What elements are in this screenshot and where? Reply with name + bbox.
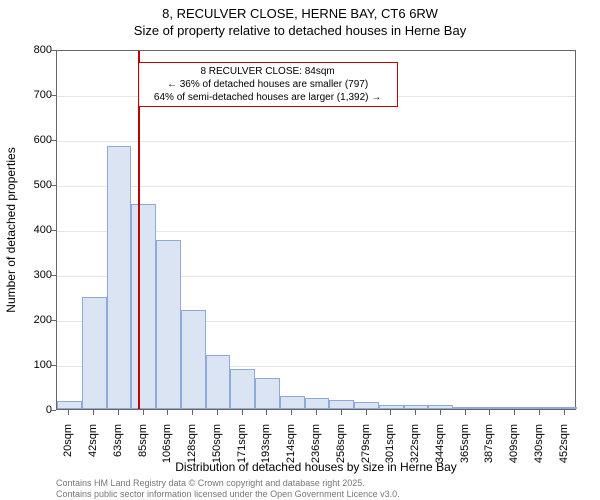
annotation-line-1: 8 RECULVER CLOSE: 84sqm	[143, 65, 393, 78]
y-tick-mark	[51, 230, 56, 231]
x-tick-mark	[266, 410, 267, 415]
x-tick-mark	[167, 410, 168, 415]
histogram-bar	[82, 297, 107, 410]
y-tick-label: 700	[12, 89, 52, 101]
x-tick-mark	[366, 410, 367, 415]
y-tick-label: 0	[12, 404, 52, 416]
y-tick-mark	[51, 185, 56, 186]
x-tick-mark	[93, 410, 94, 415]
histogram-bar	[181, 310, 206, 409]
histogram-bar	[156, 240, 181, 409]
x-tick-mark	[316, 410, 317, 415]
histogram-bar	[305, 398, 330, 409]
y-tick-mark	[51, 320, 56, 321]
y-tick-mark	[51, 365, 56, 366]
footer-attribution: Contains HM Land Registry data © Crown c…	[56, 478, 400, 500]
y-tick-mark	[51, 410, 56, 411]
x-tick-mark	[390, 410, 391, 415]
x-tick-mark	[217, 410, 218, 415]
histogram-bar	[206, 355, 231, 409]
x-tick-mark	[539, 410, 540, 415]
y-tick-mark	[51, 140, 56, 141]
histogram-bar	[453, 407, 478, 409]
y-tick-label: 500	[12, 179, 52, 191]
x-tick-mark	[341, 410, 342, 415]
histogram-bar	[527, 407, 552, 409]
histogram-bar	[503, 407, 528, 409]
x-tick-mark	[143, 410, 144, 415]
x-tick-mark	[118, 410, 119, 415]
footer-line-1: Contains HM Land Registry data © Crown c…	[56, 478, 400, 489]
x-tick-mark	[514, 410, 515, 415]
grid-line	[57, 141, 575, 142]
x-tick-mark	[465, 410, 466, 415]
x-tick-mark	[242, 410, 243, 415]
histogram-bar	[280, 396, 305, 410]
y-tick-mark	[51, 275, 56, 276]
annotation-line-2: ← 36% of detached houses are smaller (79…	[143, 78, 393, 91]
histogram-bar	[131, 204, 156, 409]
histogram-bar	[404, 405, 429, 410]
histogram-bar	[478, 407, 503, 409]
histogram-bar	[107, 146, 132, 409]
chart-title: 8, RECULVER CLOSE, HERNE BAY, CT6 6RW Si…	[0, 6, 600, 40]
histogram-bar	[255, 378, 280, 410]
x-axis-label: Distribution of detached houses by size …	[56, 460, 576, 474]
title-line-2: Size of property relative to detached ho…	[0, 23, 600, 40]
histogram-bar	[428, 405, 453, 409]
plot-area: 8 RECULVER CLOSE: 84sqm← 36% of detached…	[56, 50, 576, 410]
grid-line	[57, 186, 575, 187]
annotation-line-3: 64% of semi-detached houses are larger (…	[143, 91, 393, 104]
y-tick-label: 800	[12, 44, 52, 56]
histogram-bar	[57, 401, 82, 409]
histogram-bar	[379, 405, 404, 410]
histogram-bar	[230, 369, 255, 410]
footer-line-2: Contains public sector information licen…	[56, 489, 400, 500]
y-tick-mark	[51, 50, 56, 51]
x-tick-mark	[192, 410, 193, 415]
x-tick-mark	[415, 410, 416, 415]
y-tick-label: 600	[12, 134, 52, 146]
annotation-box: 8 RECULVER CLOSE: 84sqm← 36% of detached…	[138, 62, 398, 107]
x-tick-mark	[440, 410, 441, 415]
histogram-bar	[329, 400, 354, 409]
y-tick-label: 200	[12, 314, 52, 326]
y-tick-mark	[51, 95, 56, 96]
x-tick-mark	[68, 410, 69, 415]
histogram-bar	[354, 402, 379, 409]
title-line-1: 8, RECULVER CLOSE, HERNE BAY, CT6 6RW	[0, 6, 600, 23]
x-tick-mark	[564, 410, 565, 415]
y-tick-label: 100	[12, 359, 52, 371]
y-tick-label: 400	[12, 224, 52, 236]
x-tick-mark	[291, 410, 292, 415]
x-tick-mark	[489, 410, 490, 415]
y-tick-label: 300	[12, 269, 52, 281]
histogram-bar	[552, 407, 577, 409]
